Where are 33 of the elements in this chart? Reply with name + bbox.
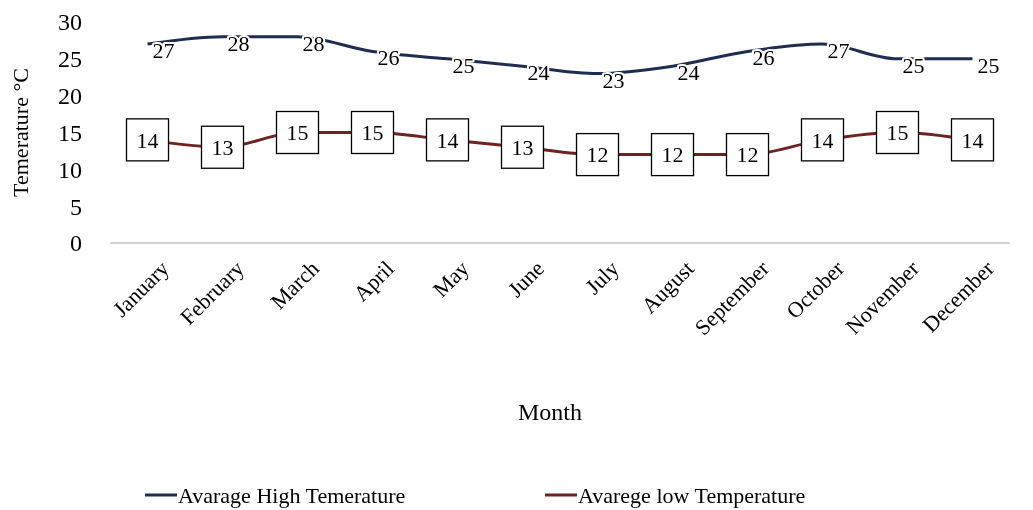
data-label: 15 bbox=[361, 120, 384, 146]
data-label: 13 bbox=[211, 134, 234, 160]
data-label: 14 bbox=[436, 127, 459, 153]
y-axis-title: Temerature °C bbox=[8, 68, 33, 197]
data-label: 23 bbox=[602, 67, 625, 93]
x-tick-label: July bbox=[580, 255, 624, 300]
y-tick-label: 15 bbox=[58, 119, 82, 146]
data-label: 25 bbox=[902, 52, 925, 78]
x-axis-title: Month bbox=[517, 399, 583, 425]
data-label: 12 bbox=[586, 142, 609, 168]
data-label: 14 bbox=[136, 127, 159, 153]
data-label: 12 bbox=[661, 142, 684, 168]
legend-label: Avarage High Temerature bbox=[178, 482, 406, 508]
data-label: 28 bbox=[227, 30, 250, 56]
y-tick-label: 25 bbox=[58, 46, 82, 73]
data-label: 14 bbox=[961, 127, 984, 153]
data-label: 25 bbox=[977, 52, 1000, 78]
y-tick-label: 20 bbox=[58, 83, 82, 110]
x-tick-label: June bbox=[502, 255, 549, 302]
data-label: 26 bbox=[752, 45, 775, 71]
y-tick-label: 10 bbox=[58, 156, 82, 183]
data-label: 24 bbox=[677, 60, 700, 86]
data-label: 12 bbox=[736, 142, 759, 168]
data-label: 14 bbox=[811, 127, 834, 153]
data-label: 15 bbox=[286, 120, 309, 146]
data-label: 15 bbox=[886, 120, 909, 146]
y-tick-label: 0 bbox=[70, 230, 82, 257]
legend-label: Avarege low Temperature bbox=[578, 482, 806, 508]
data-label: 13 bbox=[511, 134, 534, 160]
y-tick-label: 30 bbox=[58, 9, 82, 36]
y-tick-label: 5 bbox=[70, 193, 82, 220]
data-label: 27 bbox=[152, 38, 175, 64]
x-tick-label: May bbox=[427, 255, 474, 302]
